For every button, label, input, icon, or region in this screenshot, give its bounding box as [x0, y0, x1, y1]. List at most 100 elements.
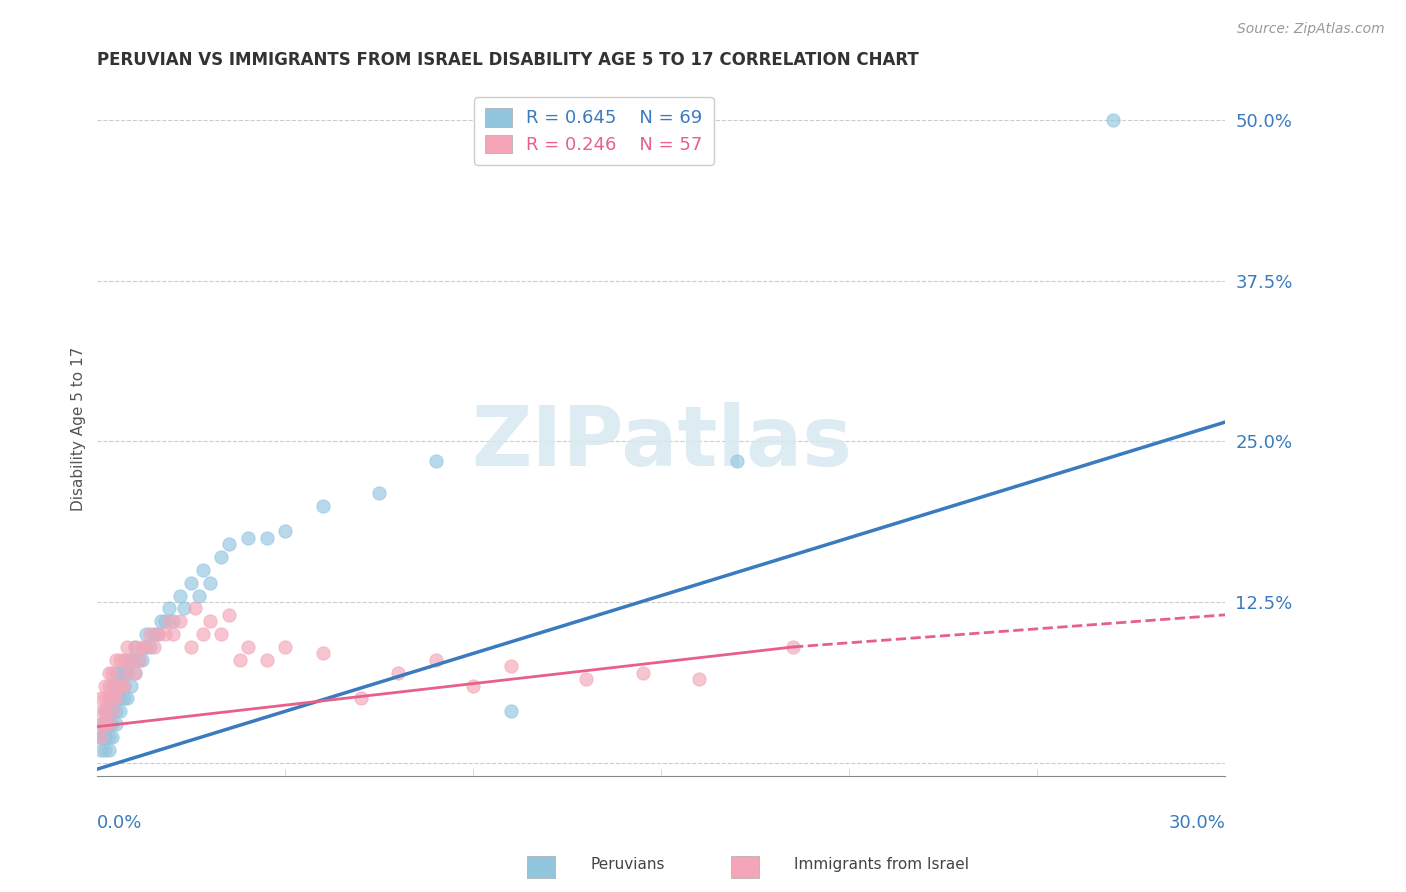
Text: 0.0%: 0.0%	[97, 814, 143, 832]
Point	[1101, 112, 1123, 127]
Point	[117, 653, 139, 667]
Point	[94, 730, 117, 744]
Point	[184, 601, 207, 615]
Point	[117, 665, 139, 680]
Point	[105, 653, 128, 667]
Point	[90, 743, 112, 757]
Point	[101, 717, 124, 731]
Text: 30.0%: 30.0%	[1168, 814, 1226, 832]
Point	[124, 665, 146, 680]
Point	[112, 665, 135, 680]
Point	[274, 524, 297, 539]
Point	[117, 691, 139, 706]
Point	[94, 691, 117, 706]
Point	[463, 679, 485, 693]
Point	[94, 730, 117, 744]
Point	[97, 665, 120, 680]
Point	[101, 691, 124, 706]
Point	[187, 589, 209, 603]
Point	[90, 730, 112, 744]
Point	[101, 730, 124, 744]
Point	[97, 691, 120, 706]
Point	[146, 627, 169, 641]
Point	[94, 743, 117, 757]
Point	[97, 691, 120, 706]
Point	[139, 640, 162, 654]
Point	[108, 653, 131, 667]
Point	[131, 653, 153, 667]
Point	[198, 614, 221, 628]
Point	[198, 575, 221, 590]
Point	[256, 531, 278, 545]
Point	[112, 653, 135, 667]
Point	[162, 627, 184, 641]
Point	[101, 679, 124, 693]
Point	[425, 653, 447, 667]
Point	[191, 627, 214, 641]
Point	[274, 640, 297, 654]
Point	[180, 575, 202, 590]
Point	[349, 691, 371, 706]
Point	[94, 704, 117, 718]
Point	[90, 691, 112, 706]
Point	[105, 704, 128, 718]
Point	[425, 453, 447, 467]
Point	[105, 665, 128, 680]
Point	[236, 640, 259, 654]
Point	[112, 691, 135, 706]
Legend: R = 0.645    N = 69, R = 0.246    N = 57: R = 0.645 N = 69, R = 0.246 N = 57	[474, 97, 713, 165]
Point	[499, 704, 522, 718]
Point	[368, 485, 391, 500]
Point	[131, 640, 153, 654]
Point	[387, 665, 409, 680]
Point	[575, 672, 598, 686]
Point	[312, 646, 335, 660]
Point	[142, 627, 165, 641]
Point	[97, 743, 120, 757]
Point	[94, 717, 117, 731]
Point	[117, 665, 139, 680]
Point	[142, 640, 165, 654]
Text: Immigrants from Israel: Immigrants from Israel	[794, 857, 969, 872]
Point	[229, 653, 252, 667]
Point	[782, 640, 804, 654]
Text: PERUVIAN VS IMMIGRANTS FROM ISRAEL DISABILITY AGE 5 TO 17 CORRELATION CHART: PERUVIAN VS IMMIGRANTS FROM ISRAEL DISAB…	[97, 51, 920, 69]
Point	[218, 607, 240, 622]
Point	[94, 717, 117, 731]
Point	[108, 679, 131, 693]
Point	[90, 717, 112, 731]
Point	[211, 627, 233, 641]
Point	[117, 640, 139, 654]
Point	[105, 679, 128, 693]
Point	[108, 679, 131, 693]
Point	[105, 691, 128, 706]
Point	[97, 717, 120, 731]
Point	[153, 614, 176, 628]
Point	[112, 679, 135, 693]
Point	[97, 679, 120, 693]
Point	[108, 704, 131, 718]
Point	[631, 665, 654, 680]
Point	[312, 499, 335, 513]
Point	[105, 717, 128, 731]
Point	[218, 537, 240, 551]
Point	[112, 679, 135, 693]
Point	[146, 627, 169, 641]
Point	[97, 704, 120, 718]
Point	[135, 640, 157, 654]
Text: ZIPatlas: ZIPatlas	[471, 401, 852, 483]
Point	[94, 679, 117, 693]
Point	[101, 704, 124, 718]
Y-axis label: Disability Age 5 to 17: Disability Age 5 to 17	[72, 346, 86, 510]
Point	[94, 717, 117, 731]
Point	[688, 672, 710, 686]
Point	[128, 653, 150, 667]
Point	[162, 614, 184, 628]
Point	[120, 679, 142, 693]
Point	[90, 704, 112, 718]
Point	[101, 704, 124, 718]
Point	[180, 640, 202, 654]
Point	[191, 563, 214, 577]
Point	[725, 453, 748, 467]
Point	[90, 730, 112, 744]
